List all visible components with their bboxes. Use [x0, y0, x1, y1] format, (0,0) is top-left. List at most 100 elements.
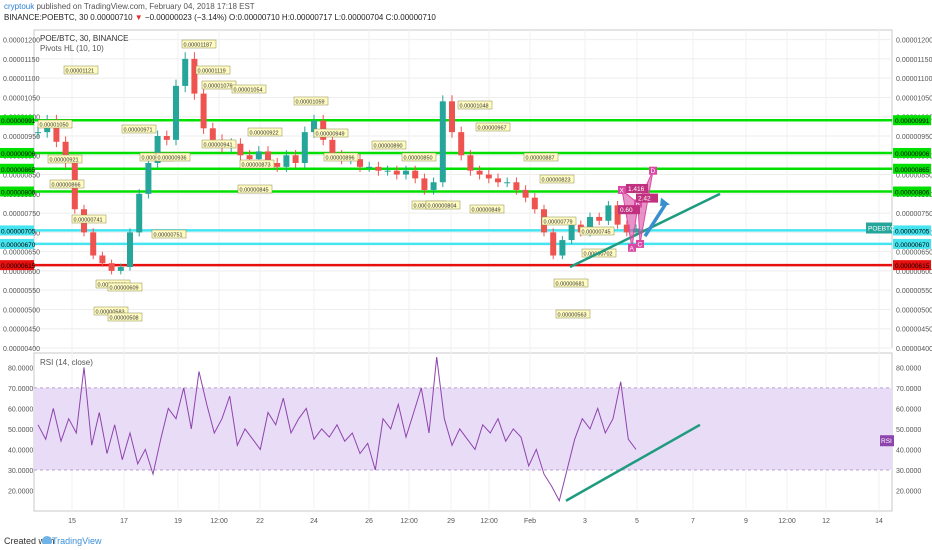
candle-body[interactable] [53, 120, 60, 142]
candle-body[interactable] [430, 182, 437, 190]
candle-body[interactable] [439, 101, 446, 183]
publish-line: cryptouk published on TradingView.com, F… [4, 1, 255, 12]
candle-body[interactable] [495, 178, 501, 183]
candle-body[interactable] [35, 132, 41, 134]
x-tick-label: 3 [583, 518, 587, 525]
candle-body[interactable] [403, 170, 409, 175]
level-label-right: 0.00000865 [895, 167, 930, 174]
candle-body[interactable] [614, 205, 621, 225]
candle-body[interactable] [366, 166, 373, 168]
candle-body[interactable] [531, 197, 538, 210]
candle-body[interactable] [458, 132, 465, 156]
chart-svg[interactable]: 0.00001200 0.00001200 0.00001150 0.00001150… [0, 25, 932, 530]
candle-body[interactable] [173, 85, 179, 140]
tradingview-link[interactable]: TradingView [52, 536, 102, 546]
level-tag-right [893, 115, 931, 126]
candle-body[interactable] [633, 228, 639, 233]
x-tick-label: 26 [365, 518, 373, 525]
price-y-tick-right: 0.00001150 [896, 57, 932, 64]
candle-body[interactable] [329, 139, 336, 156]
candle-body[interactable] [127, 232, 133, 268]
rsi-y-tick-right: 80.0000 [896, 365, 921, 372]
candle-body[interactable] [596, 216, 603, 221]
pivot-label-box [151, 229, 187, 239]
pivot-label-text: 0.00000949 [316, 132, 345, 138]
candle-body[interactable] [301, 132, 308, 163]
candle-body[interactable] [163, 136, 170, 140]
pivot-label-text: 0.00001059 [296, 100, 325, 106]
pivot-label-box [425, 200, 461, 210]
pattern-ratio-box [626, 183, 648, 193]
price-trendline[interactable] [569, 192, 721, 269]
candle-body[interactable] [265, 151, 271, 163]
level-tag-left [0, 163, 34, 174]
candle-body[interactable] [421, 178, 428, 190]
pattern-point-label: X [620, 187, 625, 194]
candle-body[interactable] [485, 174, 492, 179]
pivot-label-text: 0.00000873 [242, 163, 271, 169]
candle-body[interactable] [504, 182, 511, 184]
candle-body[interactable] [255, 151, 262, 160]
pattern-point-box [634, 199, 642, 208]
pivot-label-box [555, 309, 591, 319]
candle-body[interactable] [209, 128, 216, 140]
candle-body[interactable] [108, 263, 115, 271]
candle-body[interactable] [605, 205, 612, 221]
rsi-y-tick-left: 20.0000 [8, 488, 33, 495]
price-y-tick-right: 0.00001200 [896, 38, 932, 45]
x-tick-label: 15 [68, 518, 76, 525]
author-link[interactable]: cryptouk [4, 2, 35, 11]
candle-body[interactable] [476, 170, 483, 175]
candle-body[interactable] [246, 155, 253, 160]
candle-body[interactable] [357, 159, 363, 167]
candle-body[interactable] [568, 224, 575, 241]
rsi-tag [880, 435, 894, 447]
candle-body[interactable] [311, 120, 317, 133]
tradingview-logo-icon [42, 536, 52, 544]
level-label-left: 0.00000670 [1, 242, 36, 249]
pivot-label-text: 0.00001121 [66, 69, 95, 75]
candle-body[interactable] [292, 155, 299, 163]
price-y-tick-right: 0.00000500 [896, 307, 932, 314]
candle-body[interactable] [237, 143, 244, 156]
candle-body[interactable] [117, 267, 124, 271]
candle-body[interactable] [145, 162, 152, 194]
candle-body[interactable] [90, 232, 97, 256]
candle-body[interactable] [200, 93, 207, 129]
rsi-y-tick-left: 40.0000 [8, 447, 33, 454]
candle-body[interactable] [154, 136, 161, 163]
candle-body[interactable] [449, 101, 455, 133]
pivot-label-box [541, 216, 577, 226]
candle-body[interactable] [412, 170, 419, 179]
candle-body[interactable] [587, 216, 593, 233]
rsi-trendline[interactable] [565, 423, 701, 502]
rsi-tag-text: RSI [881, 438, 892, 445]
candle-body[interactable] [513, 182, 520, 190]
candle-body[interactable] [384, 170, 391, 172]
rsi-y-tick-right: 70.0000 [896, 386, 921, 393]
candle-body[interactable] [559, 240, 566, 256]
candle-body[interactable] [62, 141, 69, 163]
pivot-label-box [469, 204, 505, 214]
pivot-label-text: 0.00001054 [234, 88, 263, 94]
candle-body[interactable] [283, 155, 290, 167]
candle-body[interactable] [182, 58, 189, 86]
candle-body[interactable] [393, 170, 400, 175]
pivot-label-box [121, 124, 157, 134]
candle-body[interactable] [550, 232, 557, 256]
candle-body[interactable] [136, 193, 143, 233]
rsi-line[interactable] [37, 357, 637, 503]
candle-body[interactable] [522, 189, 529, 198]
candle-body[interactable] [623, 224, 630, 233]
pivot-label-text: 0.00000936 [158, 156, 187, 162]
pivot-label-box [323, 152, 359, 162]
candle-body[interactable] [191, 58, 198, 94]
pivot-label-box [71, 214, 107, 224]
candle-body[interactable] [375, 166, 382, 171]
x-tick-label: 22 [256, 518, 264, 525]
candle-body[interactable] [467, 155, 474, 171]
pivot-label-text: 0.00000609 [110, 286, 139, 292]
pivot-label-box [523, 152, 559, 162]
candle-body[interactable] [99, 255, 106, 264]
candle-body[interactable] [274, 162, 281, 167]
